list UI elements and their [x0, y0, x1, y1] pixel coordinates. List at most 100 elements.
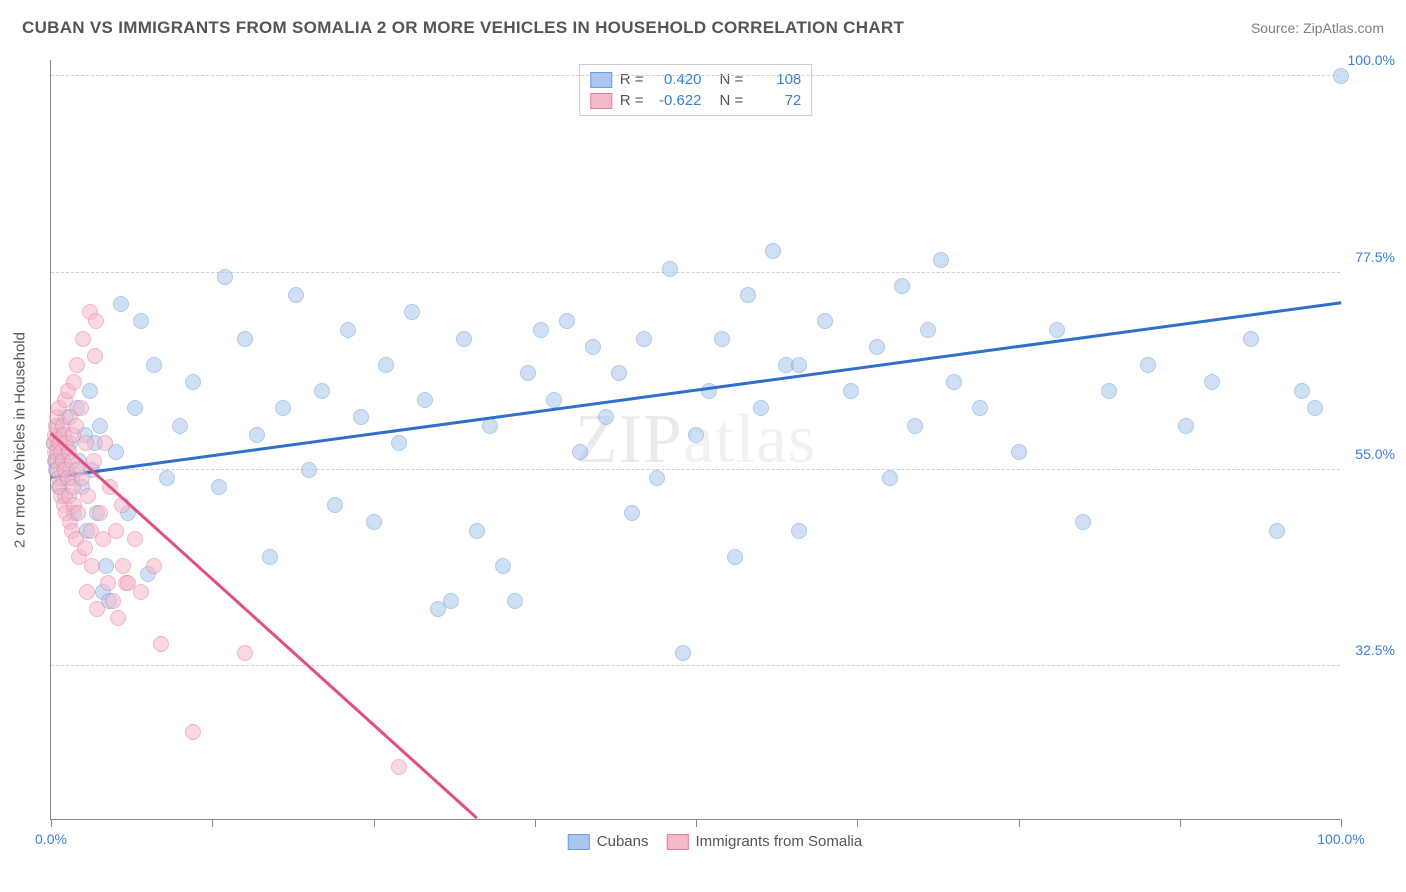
- data-point: [66, 374, 82, 390]
- data-point: [649, 470, 665, 486]
- data-point: [907, 418, 923, 434]
- data-point: [211, 479, 227, 495]
- data-point: [546, 392, 562, 408]
- data-point: [133, 584, 149, 600]
- stat-n-value: 72: [751, 92, 801, 109]
- data-point: [417, 392, 433, 408]
- data-point: [1204, 374, 1220, 390]
- data-point: [636, 331, 652, 347]
- data-point: [1101, 383, 1117, 399]
- data-point: [520, 365, 536, 381]
- data-point: [920, 322, 936, 338]
- data-point: [249, 427, 265, 443]
- data-point: [74, 470, 90, 486]
- data-point: [972, 400, 988, 416]
- x-tick-label: 0.0%: [35, 831, 67, 847]
- trend-line: [51, 301, 1341, 478]
- data-point: [366, 514, 382, 530]
- x-tick: [535, 819, 536, 827]
- data-point: [1294, 383, 1310, 399]
- data-point: [353, 409, 369, 425]
- data-point: [237, 331, 253, 347]
- x-tick: [374, 819, 375, 827]
- legend-swatch: [590, 72, 612, 88]
- data-point: [159, 470, 175, 486]
- data-point: [262, 549, 278, 565]
- data-point: [68, 418, 84, 434]
- data-point: [80, 488, 96, 504]
- stat-r-label: R =: [620, 92, 644, 109]
- stat-r-value: -0.622: [652, 92, 702, 109]
- legend-label: Immigrants from Somalia: [695, 833, 862, 850]
- data-point: [314, 383, 330, 399]
- y-tick-label: 100.0%: [1348, 52, 1395, 68]
- data-point: [791, 357, 807, 373]
- data-point: [88, 313, 104, 329]
- data-point: [482, 418, 498, 434]
- data-point: [1307, 400, 1323, 416]
- data-point: [146, 357, 162, 373]
- stats-legend: R =0.420N =108R =-0.622N =72: [579, 64, 813, 116]
- data-point: [933, 252, 949, 268]
- data-point: [127, 400, 143, 416]
- data-point: [110, 610, 126, 626]
- x-tick: [51, 819, 52, 827]
- data-point: [533, 322, 549, 338]
- data-point: [946, 374, 962, 390]
- data-point: [98, 558, 114, 574]
- data-point: [82, 383, 98, 399]
- data-point: [714, 331, 730, 347]
- plot-area: ZIPatlas R =0.420N =108R =-0.622N =72 32…: [50, 60, 1340, 820]
- data-point: [153, 636, 169, 652]
- data-point: [740, 287, 756, 303]
- legend-swatch: [590, 93, 612, 109]
- scatter-chart: 2 or more Vehicles in Household ZIPatlas…: [50, 60, 1380, 820]
- stat-n-label: N =: [720, 71, 744, 88]
- data-point: [688, 427, 704, 443]
- data-point: [84, 558, 100, 574]
- x-tick: [1341, 819, 1342, 827]
- data-point: [78, 435, 94, 451]
- data-point: [611, 365, 627, 381]
- page-title: CUBAN VS IMMIGRANTS FROM SOMALIA 2 OR MO…: [22, 18, 904, 38]
- legend-item: Cubans: [568, 833, 649, 850]
- data-point: [113, 296, 129, 312]
- y-tick-label: 32.5%: [1355, 642, 1395, 658]
- data-point: [469, 523, 485, 539]
- gridline: [51, 665, 1340, 666]
- data-point: [73, 400, 89, 416]
- data-point: [89, 601, 105, 617]
- data-point: [288, 287, 304, 303]
- data-point: [92, 418, 108, 434]
- data-point: [894, 278, 910, 294]
- data-point: [456, 331, 472, 347]
- series-legend: Cubans Immigrants from Somalia: [568, 833, 862, 850]
- data-point: [92, 505, 108, 521]
- data-point: [133, 313, 149, 329]
- legend-swatch: [568, 834, 590, 850]
- data-point: [100, 575, 116, 591]
- data-point: [217, 269, 233, 285]
- data-point: [843, 383, 859, 399]
- data-point: [882, 470, 898, 486]
- x-tick: [1019, 819, 1020, 827]
- data-point: [817, 313, 833, 329]
- data-point: [105, 593, 121, 609]
- data-point: [237, 645, 253, 661]
- data-point: [75, 331, 91, 347]
- y-axis-label: 2 or more Vehicles in Household: [12, 332, 29, 548]
- y-tick-label: 77.5%: [1355, 249, 1395, 265]
- data-point: [146, 558, 162, 574]
- data-point: [585, 339, 601, 355]
- data-point: [1075, 514, 1091, 530]
- data-point: [559, 313, 575, 329]
- data-point: [79, 584, 95, 600]
- data-point: [172, 418, 188, 434]
- data-point: [1269, 523, 1285, 539]
- data-point: [327, 497, 343, 513]
- data-point: [753, 400, 769, 416]
- data-point: [1243, 331, 1259, 347]
- data-point: [869, 339, 885, 355]
- stats-row: R =-0.622N =72: [590, 90, 802, 111]
- data-point: [70, 505, 86, 521]
